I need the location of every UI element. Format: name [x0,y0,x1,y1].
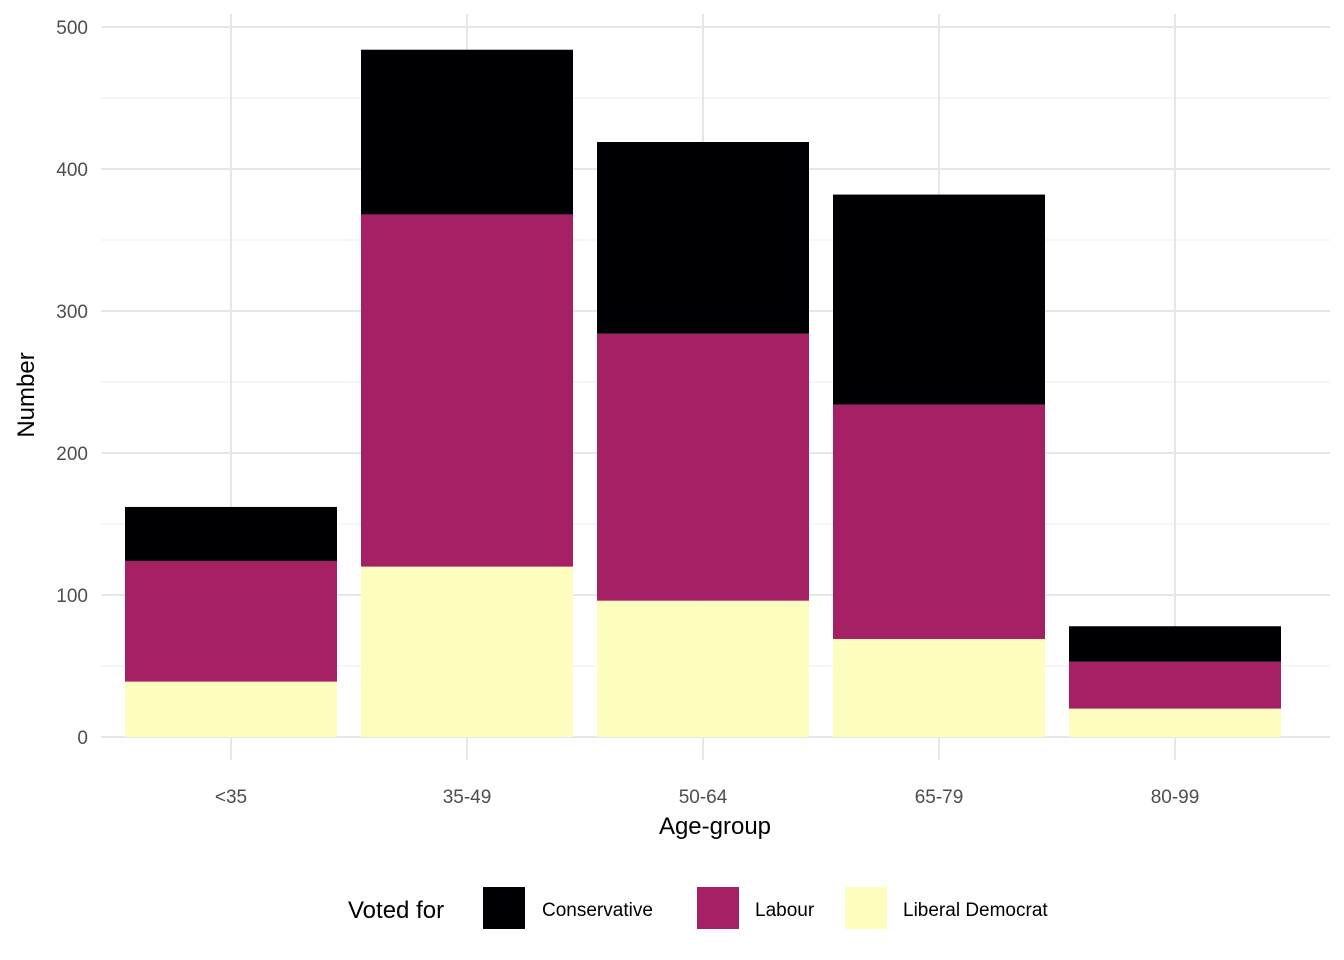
y-tick-label: 500 [56,18,88,39]
bar-segment-conservative [833,194,1045,405]
x-axis-ticks: <35 35-49 50-64 65-79 80-99 [215,787,1199,808]
y-axis-ticks: 0 100 200 300 400 500 [56,18,88,749]
y-tick-label: 300 [56,302,88,323]
bar-segment-liberal-democrat [125,681,337,737]
legend: Voted for Conservative Labour Liberal Demo… [348,887,1048,929]
bar-segment-conservative [125,506,337,561]
bar-segment-liberal-democrat [833,639,1045,737]
y-axis-title: Number [13,352,40,437]
bar-segment-labour [1069,661,1281,709]
legend-title: Voted for [348,897,444,924]
bar-segment-conservative [1069,626,1281,662]
x-tick-label: <35 [215,787,247,808]
bar-segment-liberal-democrat [361,566,573,737]
y-tick-label: 200 [56,444,88,465]
legend-label-liberal-democrat: Liberal Democrat [903,900,1048,921]
bar-segment-liberal-democrat [597,600,809,737]
x-tick-label: 50-64 [679,787,728,808]
legend-label-conservative: Conservative [542,900,653,921]
bar-segment-labour [125,560,337,682]
x-tick-label: 65-79 [915,787,964,808]
legend-items: Conservative Labour Liberal Democrat [483,887,1048,929]
bar-segment-labour [833,404,1045,640]
y-tick-label: 100 [56,586,88,607]
x-axis-title: Age-group [659,813,771,840]
bar-segment-conservative [361,49,573,215]
bar-segment-conservative [597,142,809,334]
legend-label-labour: Labour [755,900,815,921]
y-tick-label: 400 [56,160,88,181]
legend-key-conservative [483,887,525,929]
bars [125,49,1281,737]
x-tick-label: 80-99 [1151,787,1200,808]
bar-segment-labour [361,214,573,567]
x-tick-label: 35-49 [443,787,492,808]
bar-segment-liberal-democrat [1069,708,1281,737]
bar-segment-labour [597,333,809,601]
legend-key-liberal-democrat [845,887,887,929]
legend-key-labour [697,887,739,929]
y-tick-label: 0 [77,728,88,749]
